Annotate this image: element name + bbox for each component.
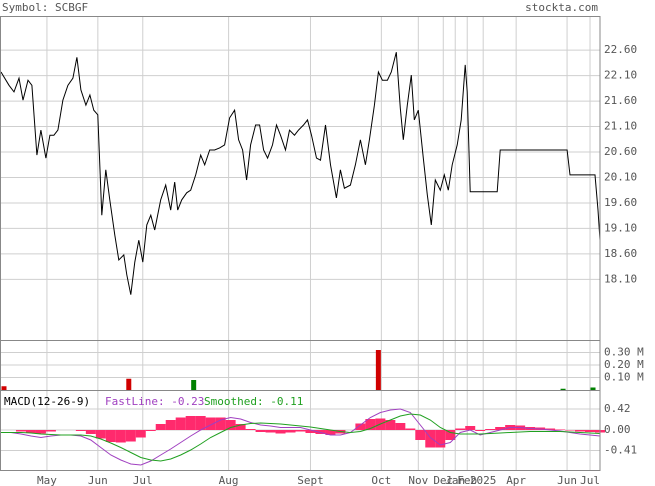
price-line bbox=[0, 52, 601, 295]
x-tick-label: Apr bbox=[506, 474, 526, 486]
y-tick-label: 20.10 bbox=[604, 170, 637, 183]
x-tick-label: Jul bbox=[133, 474, 153, 486]
y-tick-label: -0.41 bbox=[604, 444, 637, 457]
histogram-bar bbox=[435, 430, 446, 448]
histogram-bar bbox=[155, 424, 166, 430]
histogram-bar bbox=[555, 429, 566, 430]
histogram-bar bbox=[185, 416, 196, 430]
histogram-bar bbox=[85, 430, 96, 434]
site-label: stockta.com bbox=[525, 1, 598, 14]
histogram-bar bbox=[275, 430, 286, 434]
x-tick-label: Dec bbox=[433, 474, 453, 486]
x-tick-label: Aug bbox=[219, 474, 239, 486]
panel-border bbox=[0, 390, 601, 471]
y-tick-label: 0.00 bbox=[604, 423, 631, 436]
x-tick-label: Jun bbox=[557, 474, 577, 486]
histogram-bar bbox=[475, 430, 486, 431]
histogram-bar bbox=[265, 430, 276, 433]
macd-line bbox=[1, 413, 601, 462]
histogram-bar bbox=[405, 428, 416, 430]
histogram-bar bbox=[465, 426, 476, 430]
histogram-bar bbox=[325, 430, 336, 435]
histogram-bar bbox=[395, 423, 406, 430]
volume-bar bbox=[590, 387, 596, 390]
legend-label: FastLine: -0.23 bbox=[105, 395, 204, 408]
volume-bar bbox=[560, 388, 566, 390]
histogram-bar bbox=[305, 430, 316, 433]
panel-title: MACD(12-26-9) bbox=[4, 395, 90, 408]
histogram-bar bbox=[15, 430, 26, 432]
y-tick-label: 19.60 bbox=[604, 196, 637, 209]
y-tick-label: 22.10 bbox=[604, 69, 637, 82]
histogram-bar bbox=[415, 430, 426, 440]
legend-label: Smoothed: -0.11 bbox=[204, 395, 303, 408]
histogram-bar bbox=[105, 430, 116, 442]
histogram-bar bbox=[255, 430, 266, 432]
histogram-bar bbox=[75, 430, 86, 431]
histogram-bar bbox=[545, 428, 556, 430]
volume-bar bbox=[126, 378, 132, 390]
histogram-bar bbox=[575, 430, 586, 432]
histogram-bar bbox=[235, 424, 246, 430]
y-tick-label: 18.60 bbox=[604, 247, 637, 260]
histogram-bar bbox=[225, 420, 236, 430]
y-tick-label: 20.60 bbox=[604, 145, 637, 158]
histogram-bar bbox=[95, 430, 106, 439]
histogram-bar bbox=[245, 429, 256, 430]
histogram-bar bbox=[175, 417, 186, 430]
y-tick-label: 0.42 bbox=[604, 402, 631, 415]
histogram-bar bbox=[45, 430, 56, 432]
y-tick-label: 18.10 bbox=[604, 272, 637, 285]
y-tick-label: 0.10 M bbox=[604, 371, 644, 384]
histogram-bar bbox=[565, 430, 576, 431]
histogram-bar bbox=[365, 419, 376, 430]
histogram-bar bbox=[205, 417, 216, 430]
volume-bar bbox=[375, 350, 381, 390]
volume-bar bbox=[191, 380, 197, 390]
volume-bar bbox=[1, 386, 7, 390]
histogram-bar bbox=[25, 430, 36, 433]
y-tick-label: 21.60 bbox=[604, 94, 637, 107]
histogram-bar bbox=[485, 429, 496, 430]
y-tick-label: 0.20 M bbox=[604, 358, 644, 371]
x-tick-label: Sept bbox=[297, 474, 324, 486]
histogram-bar bbox=[445, 430, 456, 440]
histogram-bar bbox=[165, 420, 176, 430]
macd-line bbox=[1, 408, 601, 466]
histogram-bar bbox=[215, 417, 226, 430]
y-tick-label: 0.30 M bbox=[604, 346, 644, 359]
x-tick-label: Jun bbox=[88, 474, 108, 486]
histogram-bar bbox=[145, 430, 156, 431]
histogram-bar bbox=[195, 416, 206, 430]
histogram-bar bbox=[35, 430, 46, 434]
x-tick-label: 2025 bbox=[470, 474, 497, 486]
y-tick-label: 21.10 bbox=[604, 120, 637, 133]
y-tick-label: 22.60 bbox=[604, 43, 637, 56]
x-tick-label: Feb bbox=[457, 474, 477, 486]
histogram-bar bbox=[125, 430, 136, 442]
x-tick-label: Jul bbox=[580, 474, 600, 486]
histogram-bar bbox=[585, 430, 596, 432]
symbol-label: Symbol: SCBGF bbox=[2, 1, 88, 14]
histogram-bar bbox=[455, 428, 466, 430]
y-tick-label: 19.10 bbox=[604, 221, 637, 234]
histogram-bar bbox=[385, 420, 396, 430]
x-tick-label: May bbox=[37, 474, 57, 486]
histogram-bar bbox=[495, 427, 506, 430]
x-tick-label: Jan bbox=[445, 474, 465, 486]
x-tick-label: Oct bbox=[371, 474, 391, 486]
histogram-bar bbox=[355, 423, 366, 430]
histogram-bar bbox=[135, 430, 146, 438]
histogram-bar bbox=[295, 430, 306, 432]
histogram-bar bbox=[115, 430, 126, 443]
histogram-bar bbox=[285, 430, 296, 433]
histogram-bar bbox=[425, 430, 436, 448]
x-tick-label: Nov bbox=[408, 474, 428, 486]
